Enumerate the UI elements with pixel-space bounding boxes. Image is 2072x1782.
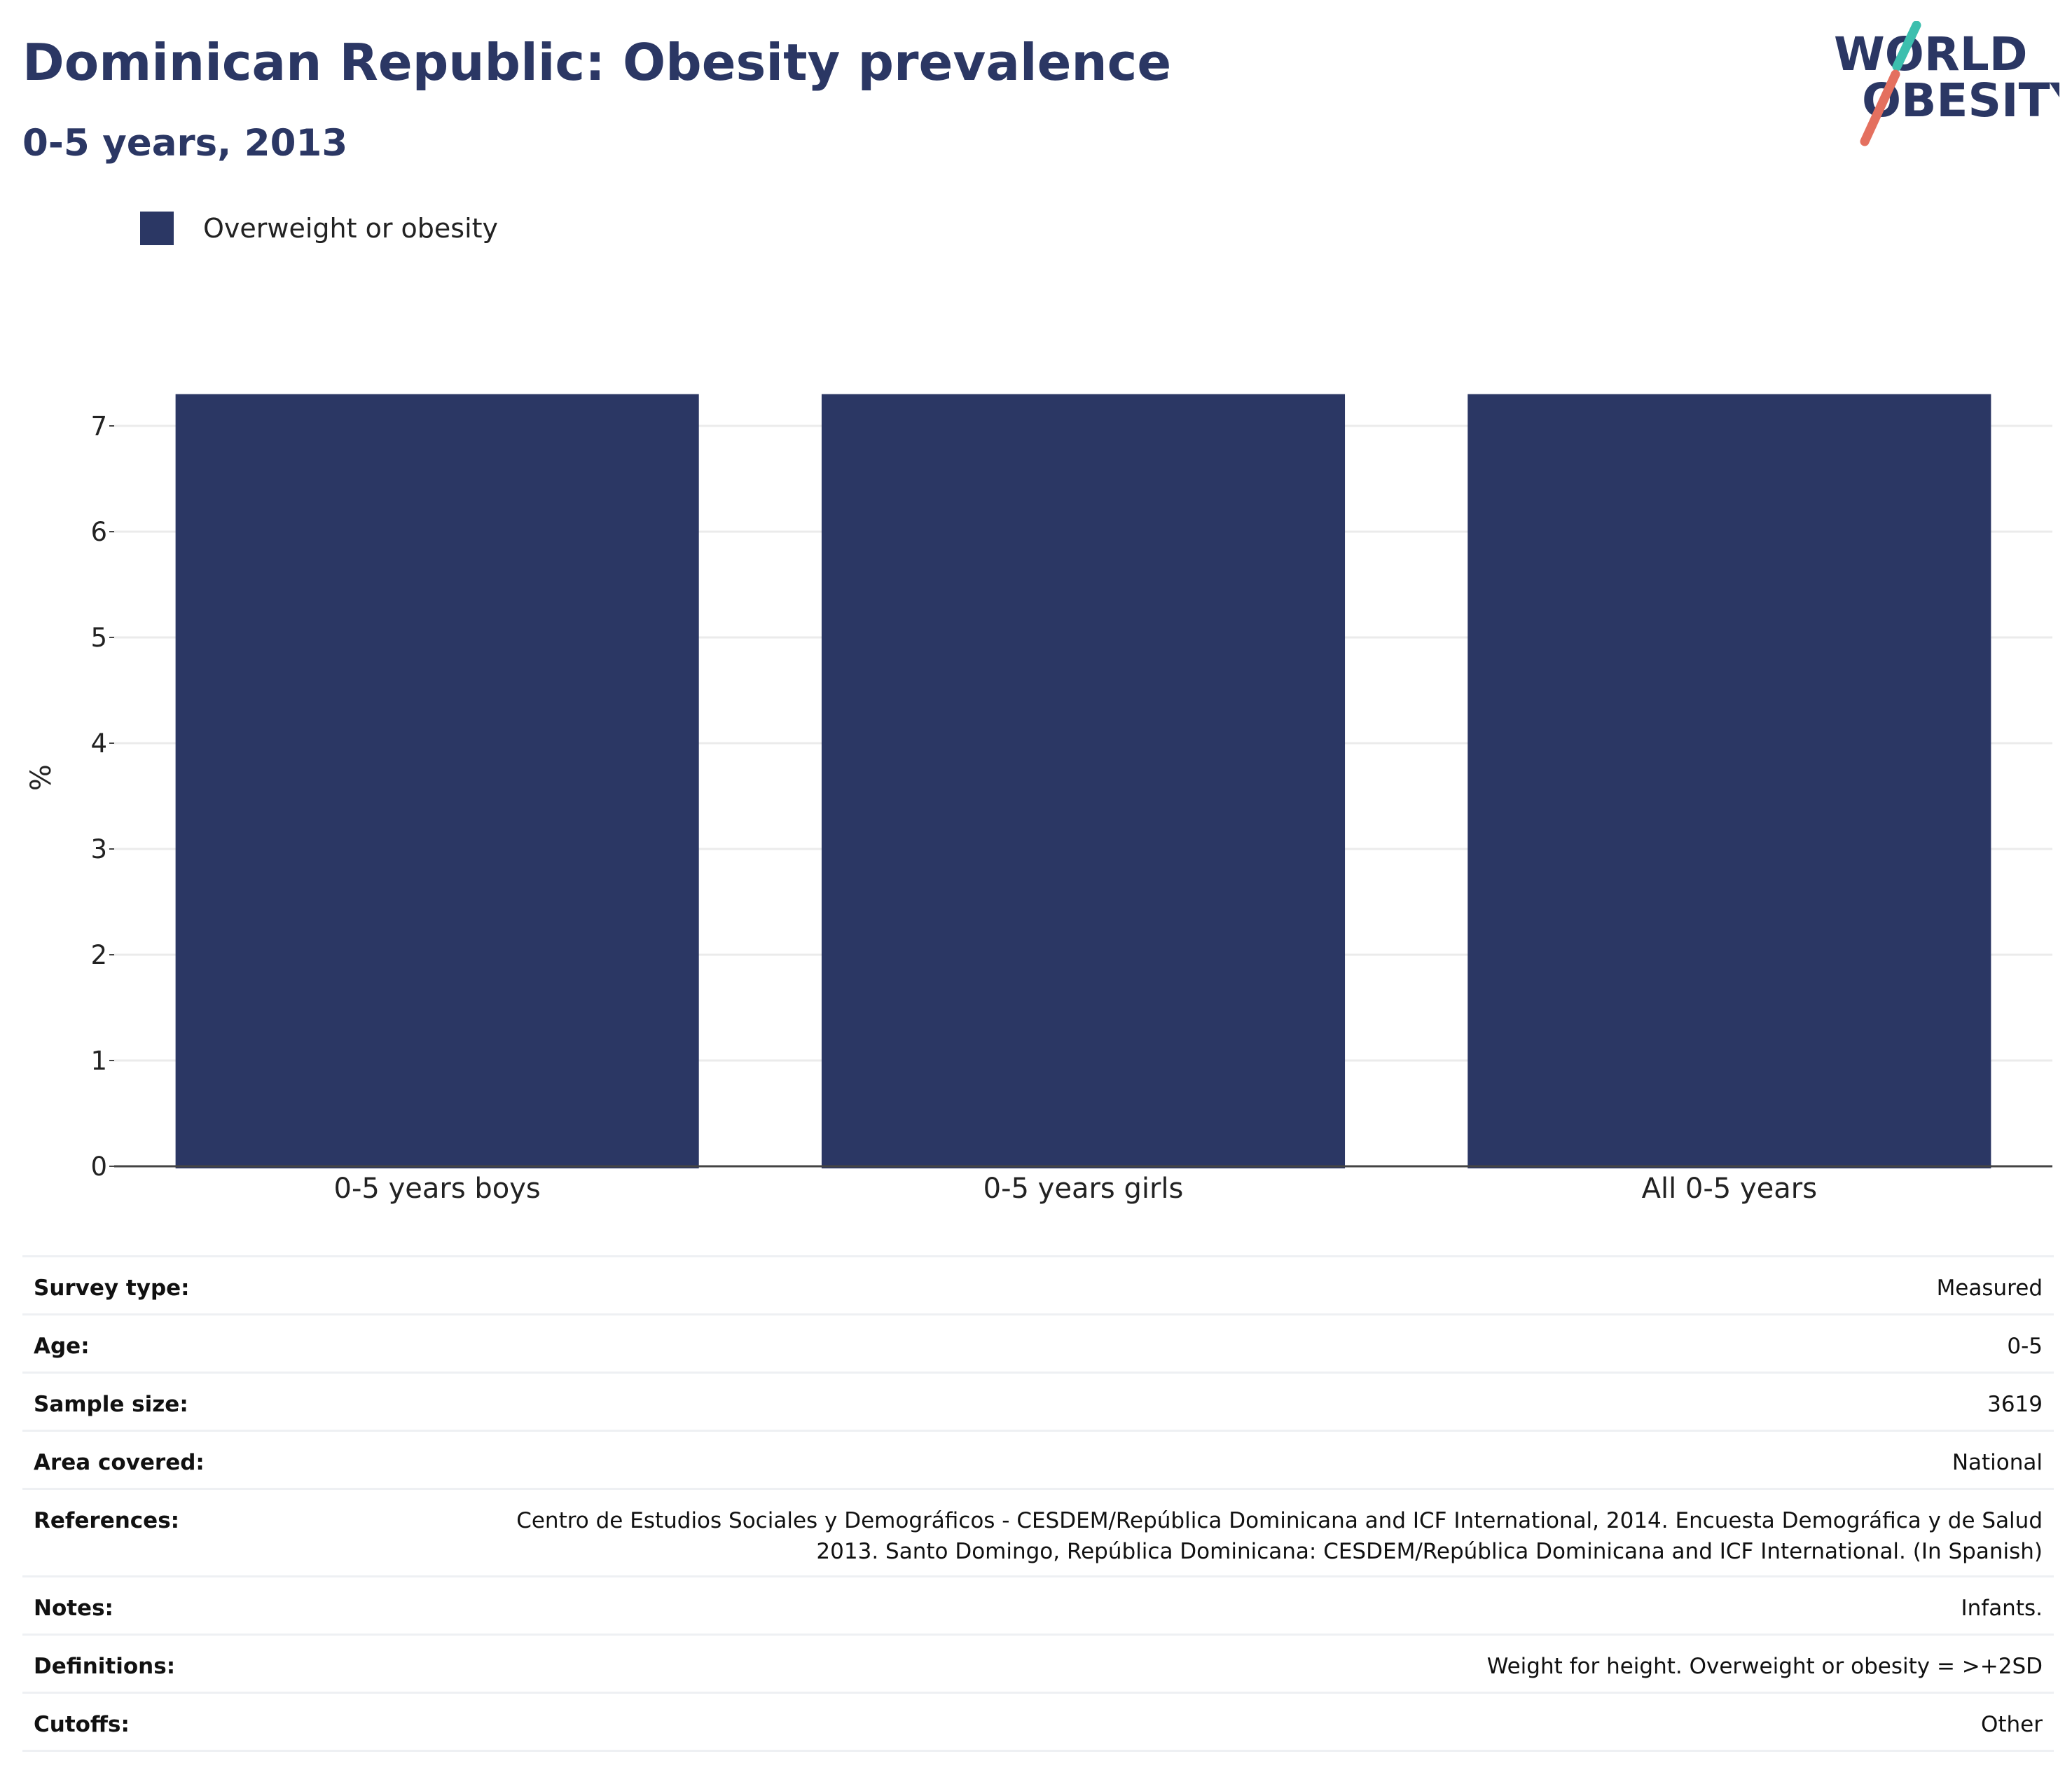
y-tick-label: 2 (90, 940, 107, 970)
page-subtitle: 0-5 years, 2013 (22, 122, 348, 165)
survey-info-table: Survey type: Measured Age: 0-5 Sample size: 3… (22, 1255, 2054, 1752)
y-tick-label: 6 (90, 517, 107, 547)
y-axis-label: % (25, 764, 57, 791)
table-row-key: Survey type: (34, 1276, 190, 1301)
world-obesity-logo: WORLD OBESITY (1834, 21, 2059, 146)
table-row: Age: 0-5 (22, 1315, 2054, 1374)
x-tick-label: All 0-5 years (1642, 1173, 1817, 1205)
bar-chart: 0 1 2 3 4 5 6 7% 0-5 years boys 0-5 years girls Al… (25, 394, 2052, 1205)
table-row-value: Infants. (1961, 1596, 2043, 1621)
chart-legend[interactable]: Overweight or obesity (140, 207, 498, 249)
legend-swatch (140, 212, 174, 245)
x-tick-label: 0-5 years boys (334, 1173, 541, 1205)
legend-label: Overweight or obesity (203, 213, 499, 244)
table-row: Definitions: Weight for height. Overweigh… (22, 1636, 2054, 1694)
table-row: Survey type: Measured (22, 1257, 2054, 1315)
table-row-value: Measured (1936, 1276, 2043, 1301)
bar (821, 394, 1346, 1169)
table-row-key: Cutoffs: (34, 1712, 130, 1737)
y-tick-label: 1 (90, 1046, 107, 1076)
bar (1467, 394, 1991, 1169)
logo-slash-bottom (1860, 69, 1900, 146)
y-tick-label: 7 (90, 411, 107, 441)
table-row: Sample size: 3619 (22, 1374, 2054, 1432)
table-row-value: Weight for height. Overweight or obesity… (1486, 1654, 2043, 1679)
table-row-key: Notes: (34, 1596, 113, 1621)
x-tick-label: 0-5 years girls (983, 1173, 1184, 1205)
table-row-key: References: (34, 1508, 180, 1533)
y-tick-label: 5 (90, 623, 107, 653)
table-row-key: Age: (34, 1334, 90, 1359)
table-row: Area covered: National (22, 1432, 2054, 1490)
table-row-key: Area covered: (34, 1450, 205, 1475)
table-row: References: Centro de Estudios Sociales y… (22, 1490, 2054, 1577)
y-tick-label: 3 (90, 834, 107, 864)
table-row-value: 3619 (1987, 1392, 2043, 1417)
table-row-key: Definitions: (34, 1654, 176, 1679)
table-row-value: 0-5 (2007, 1334, 2043, 1359)
table-row-value: Centro de Estudios Sociales y Demográfic… (516, 1508, 2043, 1564)
logo-slash-top (1892, 21, 1921, 71)
table-row: Notes: Infants. (22, 1577, 2054, 1636)
bar (175, 394, 699, 1169)
table-row-key: Sample size: (34, 1392, 188, 1417)
table-row-value: Other (1980, 1712, 2043, 1737)
table-row: Cutoffs: Other (22, 1694, 2054, 1752)
page-title: Dominican Republic: Obesity prevalence (22, 33, 1172, 92)
y-tick-label: 0 (90, 1152, 107, 1182)
table-row-value: National (1952, 1450, 2043, 1475)
y-tick-label: 4 (90, 728, 107, 759)
logo-text-world: WORLD (1834, 27, 2028, 81)
